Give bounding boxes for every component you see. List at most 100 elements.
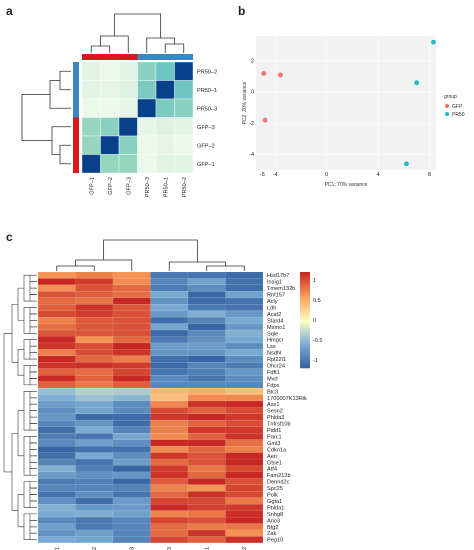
dendrogram-branch (23, 513, 30, 540)
gene-label: Cdkn1a (267, 447, 287, 453)
heatmap-cell (150, 329, 189, 337)
heatmap-cell (187, 342, 226, 350)
heatmap-cell (155, 98, 175, 118)
heatmap-cell (75, 400, 114, 408)
col-label: GFP–2 (92, 547, 98, 550)
heatmap-cell (75, 394, 114, 402)
heatmap-cell (75, 329, 114, 337)
heatmap-cell (225, 504, 264, 511)
heatmap-cell (150, 355, 189, 363)
x-tick-label: 4 (377, 172, 380, 178)
heatmap-cell (187, 394, 226, 402)
dendrogram-branch (29, 313, 37, 321)
data-point-pr50 (431, 39, 436, 45)
heatmap-cell (225, 465, 264, 473)
col-annotation-cell (137, 54, 156, 60)
dendrogram-branch (59, 144, 71, 165)
heatmap-cell (112, 317, 151, 324)
heatmap-cell (37, 452, 76, 460)
heatmap-cell (37, 491, 76, 498)
heatmap-cell (75, 516, 114, 524)
colorbar-segment (300, 288, 310, 291)
heatmap-cell (225, 342, 264, 350)
colorbar-segment (300, 362, 310, 365)
heatmap-cell (112, 400, 151, 408)
heatmap-cell (112, 304, 151, 311)
heatmap-cell (37, 355, 76, 363)
dendrogram-branch (103, 239, 198, 262)
heatmap-cell (225, 271, 264, 279)
heatmap-cell (225, 375, 264, 382)
colorbar-segment (300, 328, 310, 331)
heatmap-cell (112, 465, 151, 473)
heatmap-cell (37, 362, 76, 369)
col-label: GFP–2 (108, 177, 114, 195)
heatmap-cell (37, 400, 76, 408)
colorbar-segment (300, 364, 310, 367)
heatmap-cell (75, 458, 114, 466)
heatmap-cell (112, 394, 151, 402)
heatmap-cell (225, 458, 264, 466)
heatmap-cell (100, 61, 120, 81)
heatmap-cell (150, 458, 189, 466)
heatmap-cell (225, 400, 264, 408)
heatmap-cell (150, 523, 189, 531)
heatmap-cell (187, 381, 226, 389)
heatmap-cell (187, 445, 226, 453)
heatmap-cell (112, 504, 151, 511)
heatmap-cell (150, 278, 189, 286)
heatmap-cell (187, 297, 226, 305)
heatmap-cell (75, 471, 114, 479)
heatmap-cell (187, 465, 226, 473)
heatmap-cell (225, 284, 264, 292)
col-label: PR50–2 (182, 177, 188, 197)
heatmap-cell (75, 529, 114, 537)
heatmap-cell (150, 413, 189, 421)
gene-label: Dhcr24 (267, 364, 285, 370)
heatmap-cell (118, 98, 138, 118)
heatmap-cell (137, 135, 157, 155)
dendrogram-branch (29, 281, 37, 289)
gene-label: Acat2 (267, 312, 281, 318)
col-annotation-cell (100, 54, 119, 60)
dendrogram-branch (3, 332, 12, 473)
heatmap-cell (112, 452, 151, 460)
legend-label: GFP (452, 104, 463, 110)
data-point-gfp (278, 72, 283, 78)
x-tick-label: 8 (428, 172, 431, 178)
gene-label: Atf4 (267, 467, 277, 473)
heatmap-cell (137, 117, 157, 137)
heatmap-cell (75, 433, 114, 440)
heatmap-cell (37, 407, 76, 415)
y-tick-label: 0 (251, 90, 254, 96)
heatmap-cell (112, 413, 151, 421)
heatmap-cell (75, 336, 114, 344)
heatmap-cell (118, 61, 138, 81)
heatmap-cell (187, 471, 226, 479)
colorbar-tick-label: 0.5 (313, 298, 321, 304)
heatmap-cell (150, 317, 189, 324)
correlation-heatmap-a: PR50–2 PR50–1 PR50–3 GFP–3 GFP–2 GFP–1 GFP–1 GF… (21, 13, 217, 197)
heatmap-cell (225, 497, 264, 505)
heatmap-cell (75, 536, 114, 544)
heatmap-cell (37, 368, 76, 376)
heatmap-cell (187, 523, 226, 531)
dendrogram-branch (29, 352, 37, 360)
col-annotation-cell (174, 54, 193, 60)
heatmap-cell (187, 433, 226, 440)
gene-label: Rpl22l1 (267, 357, 286, 363)
heatmap-cell (150, 387, 189, 395)
heatmap-cell (187, 420, 226, 427)
heatmap-cell (225, 413, 264, 421)
gene-label: 1700007K13Rik (267, 396, 307, 402)
heatmap-cell (225, 317, 264, 324)
x-tick-label: 0 (325, 172, 328, 178)
dendrogram-branch (29, 436, 37, 444)
heatmap-cell (75, 291, 114, 298)
gene-label: Snhg8 (267, 512, 283, 518)
dendrogram-branch (23, 365, 30, 386)
gene-label: Dennd2c (267, 480, 290, 486)
dendrogram-branch (29, 345, 37, 353)
heatmap-cell (187, 497, 226, 505)
dendrogram-branch (100, 35, 129, 53)
